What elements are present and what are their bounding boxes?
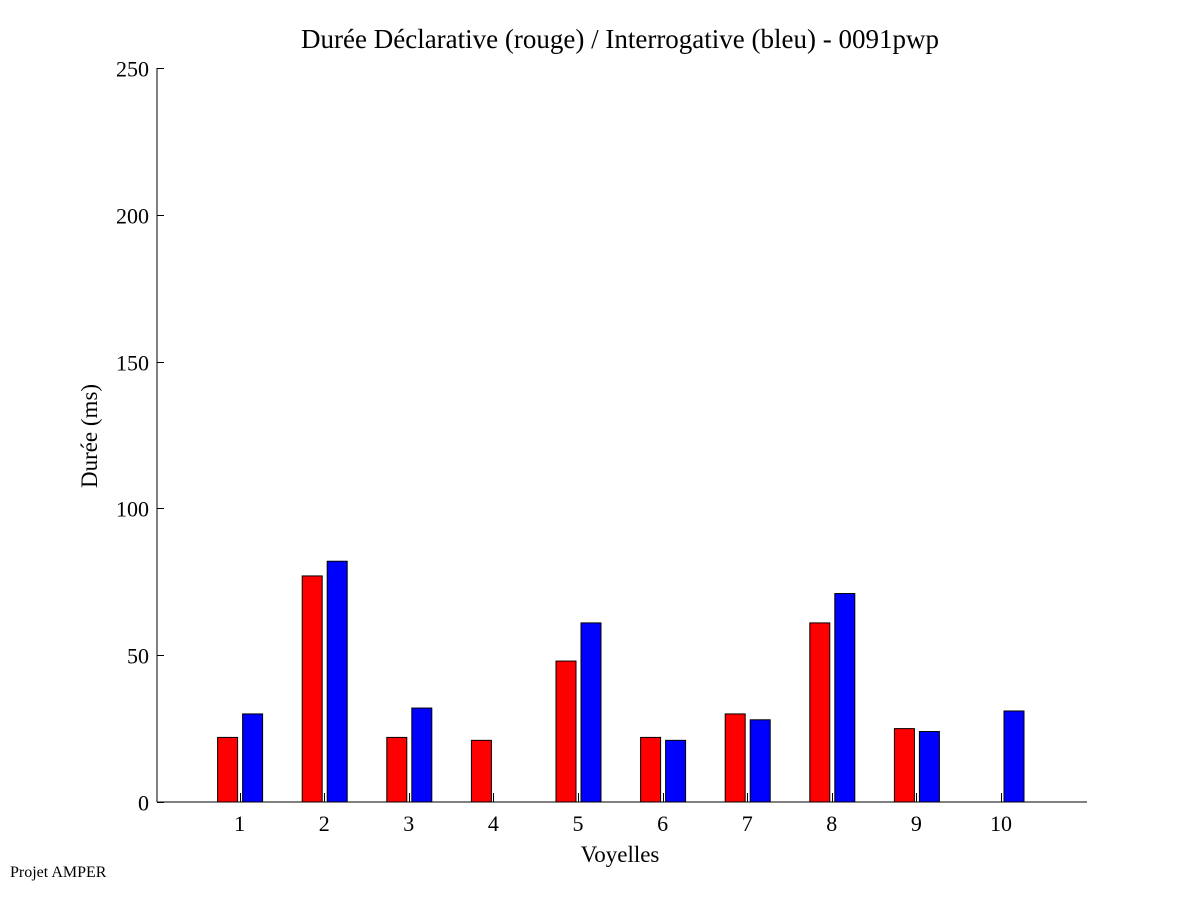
- bar-interrogative: [665, 739, 687, 803]
- x-tick-label: 7: [742, 811, 753, 836]
- bar-interrogative: [411, 707, 433, 803]
- x-tick-label: 8: [826, 811, 837, 836]
- bar-declarative: [217, 736, 239, 803]
- y-tick-label: 50: [127, 644, 149, 669]
- bar-declarative: [724, 713, 746, 803]
- y-tick-label: 150: [116, 351, 149, 376]
- y-tick-label: 200: [116, 204, 149, 229]
- bar-declarative: [301, 575, 323, 803]
- x-tick-label: 3: [403, 811, 414, 836]
- plot-area: 0 50 100 150 200 250 1 2 3 4 5 6 7 8 9 10: [116, 57, 1087, 836]
- bar-interrogative: [834, 593, 856, 803]
- bar-interrogative: [580, 622, 602, 803]
- x-tick-label: 2: [319, 811, 330, 836]
- bar-interrogative: [918, 731, 940, 803]
- x-tick-label: 1: [234, 811, 245, 836]
- x-axis-label: Voyelles: [581, 842, 660, 867]
- bar-interrogative: [326, 560, 348, 803]
- bar-declarative: [555, 660, 577, 803]
- y-tick-label: 100: [116, 497, 149, 522]
- bar-declarative: [640, 736, 662, 803]
- x-tick-label: 9: [911, 811, 922, 836]
- x-tick-label: 4: [488, 811, 499, 836]
- footer-credit: Projet AMPER: [10, 864, 107, 881]
- y-tick-label: 0: [138, 791, 149, 816]
- bar-declarative: [470, 739, 492, 803]
- bar-interrogative: [749, 719, 771, 803]
- bar-declarative: [386, 736, 408, 803]
- x-tick-label: 6: [657, 811, 668, 836]
- y-axis-label: Durée (ms): [77, 384, 102, 488]
- chart-title: Durée Déclarative (rouge) / Interrogativ…: [301, 24, 939, 54]
- x-tick-label: 10: [990, 811, 1012, 836]
- bar-declarative: [809, 622, 831, 803]
- bar-interrogative: [242, 713, 264, 803]
- bar-interrogative: [1003, 710, 1025, 803]
- y-tick-label: 250: [116, 57, 149, 82]
- bar-declarative: [893, 728, 915, 803]
- x-tick-label: 5: [573, 811, 584, 836]
